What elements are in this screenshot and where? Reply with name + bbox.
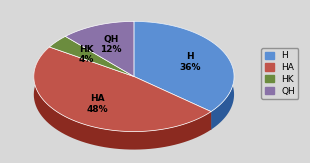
Text: QH
12%: QH 12% — [100, 35, 122, 54]
Polygon shape — [65, 21, 134, 76]
Text: HA
48%: HA 48% — [86, 94, 108, 114]
Polygon shape — [34, 47, 211, 132]
Polygon shape — [134, 21, 234, 130]
Polygon shape — [49, 36, 134, 76]
Polygon shape — [134, 76, 211, 130]
Text: HK
4%: HK 4% — [78, 45, 94, 64]
Legend: H, HA, HK, QH: H, HA, HK, QH — [261, 48, 299, 99]
Polygon shape — [134, 76, 211, 130]
Text: H
36%: H 36% — [179, 52, 201, 72]
Polygon shape — [34, 47, 211, 150]
Polygon shape — [134, 21, 234, 112]
